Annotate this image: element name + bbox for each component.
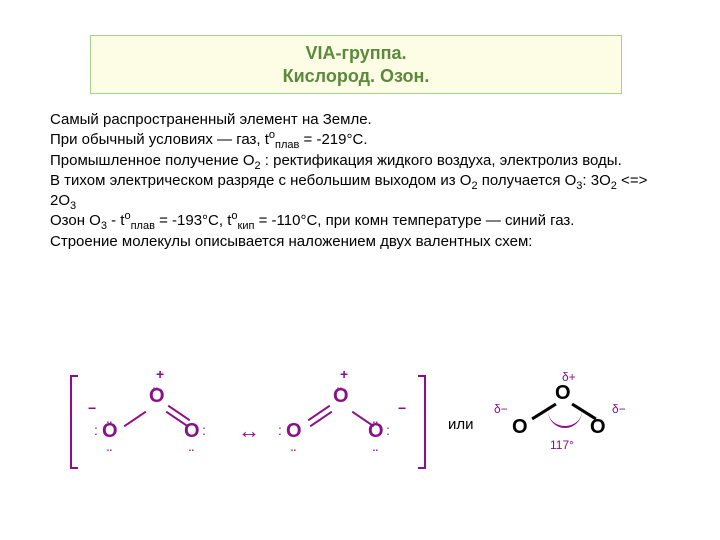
sub-plav-1: плав bbox=[275, 139, 299, 151]
charge-minus-1: − bbox=[88, 400, 96, 416]
line2b: = -219°С. bbox=[299, 131, 367, 148]
bracket-left bbox=[70, 375, 78, 469]
title-line-1: VIA-группа. bbox=[91, 42, 621, 65]
body-paragraph: Самый распространенный элемент на Земле.… bbox=[50, 110, 665, 252]
dots2-left-b: .. bbox=[290, 438, 296, 454]
O-top-3: O bbox=[555, 382, 571, 405]
line1: Самый распространенный элемент на Земле. bbox=[50, 111, 372, 128]
dots-right-r: : bbox=[202, 422, 205, 438]
line5a: Озон О bbox=[50, 212, 101, 229]
lewis-structure-2: + .. O : O .. − .. O : .. bbox=[268, 370, 418, 480]
angle-arc bbox=[548, 408, 582, 428]
line5b: - t bbox=[107, 212, 125, 229]
angle-label: 117° bbox=[550, 438, 574, 452]
slide-title: VIA-группа. Кислород. Озон. bbox=[90, 35, 622, 94]
charge-minus-2: − bbox=[398, 400, 406, 416]
line3a: Промышленное получение О bbox=[50, 152, 255, 169]
delta-structure: δ+ O δ− O δ− O 117° bbox=[490, 370, 640, 480]
resonance-diagram: + .. O − : .. O .. O : .. ↔ + .. O : O .… bbox=[70, 370, 660, 500]
delta-minus-right: δ− bbox=[612, 402, 626, 416]
O-right-3: O bbox=[590, 416, 606, 439]
line5c: = -193°С, t bbox=[155, 212, 231, 229]
line6a: Строение молекулы описывается наложением… bbox=[50, 233, 532, 250]
sub-plav-2: плав bbox=[131, 220, 155, 232]
dots-left-b: .. bbox=[106, 438, 112, 454]
bracket-right bbox=[418, 375, 426, 469]
dots-right-b: .. bbox=[188, 438, 194, 454]
O-top-2: O bbox=[333, 385, 349, 408]
bond-double-2b bbox=[310, 411, 333, 427]
line2a: При обычный условиях — газ, t bbox=[50, 131, 269, 148]
line4b: получается О bbox=[478, 172, 577, 189]
line4c: : 3О bbox=[582, 172, 610, 189]
delta-minus-left: δ− bbox=[494, 402, 508, 416]
sub-3-b: 3 bbox=[70, 200, 76, 212]
O-left-3: O bbox=[512, 416, 528, 439]
line5d: = -110°С, при комн температуре — синий г… bbox=[254, 212, 574, 229]
dots-left-l: : bbox=[94, 422, 97, 438]
O-top-1: O bbox=[149, 385, 165, 408]
line4a: В тихом электрическом разряде с небольши… bbox=[50, 172, 471, 189]
dots2-left-l: : bbox=[278, 422, 281, 438]
sub-kip: кип bbox=[238, 220, 255, 232]
bond-single-2 bbox=[352, 411, 375, 427]
bond-single-1 bbox=[124, 411, 147, 427]
title-line-2: Кислород. Озон. bbox=[91, 65, 621, 88]
lewis-structure-1: + .. O − : .. O .. O : .. bbox=[84, 370, 234, 480]
line3b: : ректификация жидкого воздуха, электрол… bbox=[261, 152, 622, 169]
or-label: или bbox=[448, 416, 474, 433]
resonance-arrow: ↔ bbox=[238, 418, 260, 444]
dots2-right-r: : bbox=[386, 422, 389, 438]
dots2-right-b: .. bbox=[372, 438, 378, 454]
